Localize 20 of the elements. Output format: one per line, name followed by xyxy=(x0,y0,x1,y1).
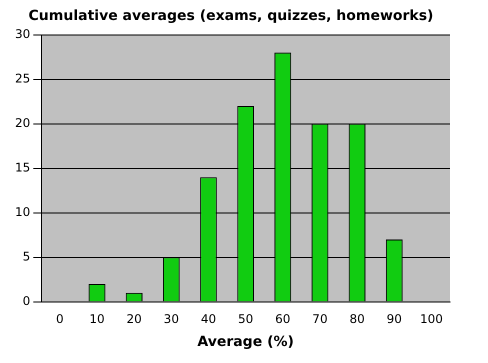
y-tick-label: 0 xyxy=(22,294,30,308)
chart-title: Cumulative averages (exams, quizzes, homeworks) xyxy=(28,8,434,24)
y-tick-label: 25 xyxy=(14,71,30,86)
x-tick-label: 20 xyxy=(126,312,142,326)
y-tick-label: 30 xyxy=(14,26,30,41)
x-tick-label: 10 xyxy=(89,312,105,326)
x-tick-label: 90 xyxy=(386,312,402,326)
x-tick-label: 40 xyxy=(200,312,216,326)
x-tick-label: 80 xyxy=(349,312,365,326)
x-tick-label: 60 xyxy=(275,312,290,326)
y-tick-label: 20 xyxy=(14,116,30,130)
x-tick-label: 30 xyxy=(164,312,179,326)
y-tick-label: 10 xyxy=(14,204,30,219)
y-tick-label: 15 xyxy=(14,160,30,174)
x-tick-label: 100 xyxy=(420,312,443,326)
x-tick-label: 70 xyxy=(312,312,328,326)
x-axis-title: Average (%) xyxy=(197,334,294,350)
y-tick-label: 5 xyxy=(22,249,30,264)
x-tick-label: 0 xyxy=(56,312,64,326)
x-tick-label: 50 xyxy=(238,312,254,326)
